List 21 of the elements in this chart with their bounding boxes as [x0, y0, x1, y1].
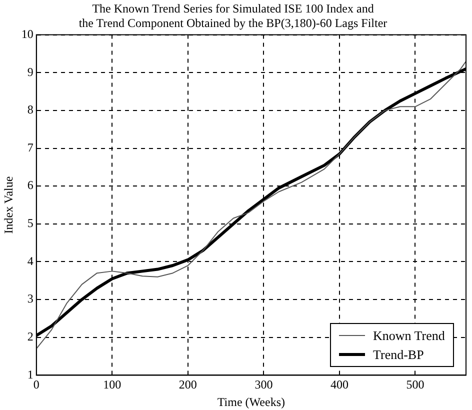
x-tick-label: 300 [254, 378, 273, 392]
y-tick-label: 5 [27, 216, 34, 230]
y-tick-label: 4 [27, 254, 34, 268]
y-tick-label: 6 [27, 178, 34, 192]
y-tick-label: 10 [21, 26, 34, 41]
chart-title: The Known Trend Series for Simulated ISE 100 Index and the Trend Component Obtained by the BP(3,180)-60 Lags Filter [78, 1, 388, 30]
x-tick-label: 200 [178, 378, 197, 392]
y-tick-label: 3 [27, 292, 34, 306]
x-axis-title: Time (Weeks) [217, 394, 285, 409]
y-axis-title: Index Value [1, 176, 16, 234]
x-tick-label: 500 [406, 378, 424, 392]
legend-label: Known Trend [373, 328, 445, 344]
y-tick-label: 2 [27, 330, 34, 344]
x-tick-label: 400 [330, 378, 348, 392]
x-tick-label: 100 [103, 378, 122, 392]
x-tick-label: 0 [33, 378, 40, 392]
y-tick-label: 8 [27, 102, 34, 117]
legend-label: Trend-BP [373, 346, 424, 363]
y-tick-label: 7 [27, 140, 34, 154]
y-tick-label: 9 [27, 64, 34, 79]
y-tick-label: 1 [27, 367, 34, 382]
